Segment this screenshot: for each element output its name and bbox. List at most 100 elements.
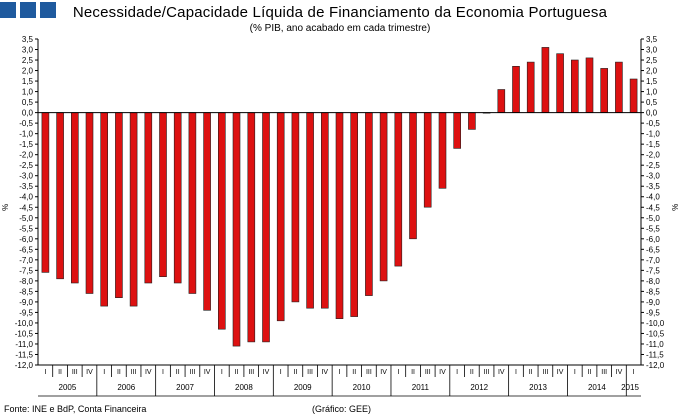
y-tick-label-left: -0,5 (19, 119, 33, 128)
quarter-label: II (117, 369, 121, 376)
quarter-label: II (293, 369, 297, 376)
quarter-label: IV (380, 369, 387, 376)
quarter-label: II (470, 369, 474, 376)
y-tick-label-left: 0,5 (22, 98, 34, 107)
y-tick-label-left: -1,0 (19, 130, 33, 139)
quarter-label: I (515, 369, 517, 376)
bar (56, 112, 64, 280)
quarter-label: I (162, 369, 164, 376)
bar (541, 47, 550, 113)
logo-square-2 (20, 2, 36, 18)
quarter-label: I (44, 369, 46, 376)
year-label: 2006 (117, 383, 135, 392)
year-label: 2014 (588, 383, 606, 392)
bar (409, 112, 417, 240)
quarter-label: III (484, 369, 490, 376)
bar (379, 112, 388, 282)
chart-title: Necessidade/Capacidade Líquida de Financ… (72, 4, 608, 21)
year-label: 2009 (294, 383, 312, 392)
y-tick-label-right: -3,5 (646, 182, 660, 191)
y-tick-label-left: 2,5 (22, 56, 34, 65)
y-tick-label-right: 0,0 (646, 109, 658, 118)
quarter-label: IV (204, 369, 211, 376)
y-tick-label-right: -2,5 (646, 161, 660, 170)
quarter-label: II (529, 369, 533, 376)
bar (188, 112, 197, 294)
bar (320, 112, 329, 309)
y-tick-label-left: -10,5 (15, 329, 34, 338)
y-tick-label-right: -1,5 (646, 140, 660, 149)
y-tick-label-right: -7,5 (646, 266, 660, 275)
year-label: 2011 (412, 383, 430, 392)
logo-square-1 (0, 2, 16, 18)
bar (159, 112, 167, 278)
y-tick-label-left: 3,5 (22, 35, 34, 44)
y-tick-label-right: -8,0 (646, 277, 660, 286)
y-tick-label-right: -9,5 (646, 308, 660, 317)
y-tick-label-right: -3,0 (646, 172, 660, 181)
y-tick-label-right: -12,0 (646, 361, 665, 370)
source-note: Fonte: INE e BdP, Conta Financeira (4, 404, 147, 414)
y-tick-label-right: 3,5 (646, 35, 658, 44)
y-tick-label-left: -11,0 (15, 340, 33, 349)
quarter-label: III (366, 369, 372, 376)
quarter-label: II (588, 369, 592, 376)
bar (144, 112, 153, 284)
y-tick-label-right: -9,0 (646, 298, 660, 307)
y-tick-label-right: -0,5 (646, 119, 660, 128)
y-tick-label-left: 0,0 (22, 109, 34, 118)
bar (394, 112, 403, 267)
quarter-label: III (190, 369, 196, 376)
quarter-label: III (307, 369, 313, 376)
y-tick-label-right: -5,0 (646, 214, 660, 223)
y-tick-label-right: -6,0 (646, 235, 660, 244)
y-tick-label-right: -2,0 (646, 151, 660, 160)
y-tick-label-right: -10,5 (646, 329, 665, 338)
quarter-label: I (633, 369, 635, 376)
bar (203, 112, 211, 311)
year-label: 2007 (176, 383, 194, 392)
y-tick-label-right: -10,0 (646, 319, 665, 328)
y-tick-label-left: -3,5 (19, 182, 33, 191)
y-tick-label-right: 1,0 (646, 88, 658, 97)
quarter-label: I (280, 369, 282, 376)
y-tick-label-left: -9,0 (19, 298, 33, 307)
year-label: 2013 (529, 383, 547, 392)
y-tick-label-left: -10,0 (15, 319, 34, 328)
bar (438, 112, 447, 189)
quarter-label: IV (498, 369, 505, 376)
y-tick-label-right: -5,5 (646, 224, 660, 233)
bar (291, 112, 300, 303)
bar (512, 66, 520, 113)
y-tick-label-left: -11,5 (15, 350, 33, 359)
y-tick-label-left: -3,0 (19, 172, 33, 181)
quarter-label: I (397, 369, 399, 376)
y-tick-label-left: -9,5 (19, 308, 33, 317)
quarter-label: II (58, 369, 62, 376)
bar (570, 59, 579, 113)
y-tick-label-right: 2,5 (646, 56, 658, 65)
y-tick-label-left: -2,5 (19, 161, 33, 170)
bar (262, 112, 270, 343)
quarter-label: III (131, 369, 137, 376)
bar (100, 112, 108, 307)
y-tick-label-right: -6,5 (646, 245, 660, 254)
y-tick-label-left: -6,0 (19, 235, 33, 244)
bar (276, 112, 285, 322)
bar (453, 112, 462, 149)
quarter-label: III (542, 369, 548, 376)
quarter-label: III (248, 369, 254, 376)
chart-subtitle: (% PIB, ano acabado em cada trimestre) (249, 23, 431, 34)
quarter-label: IV (145, 369, 152, 376)
bar (350, 112, 359, 317)
quarter-label: II (176, 369, 180, 376)
quarter-label: II (235, 369, 239, 376)
quarter-label: I (103, 369, 105, 376)
quarter-label: III (425, 369, 431, 376)
y-tick-label-left: -1,5 (19, 140, 33, 149)
bar (556, 53, 564, 113)
bar (247, 112, 256, 343)
quarter-label: IV (557, 369, 564, 376)
bar (173, 112, 182, 284)
